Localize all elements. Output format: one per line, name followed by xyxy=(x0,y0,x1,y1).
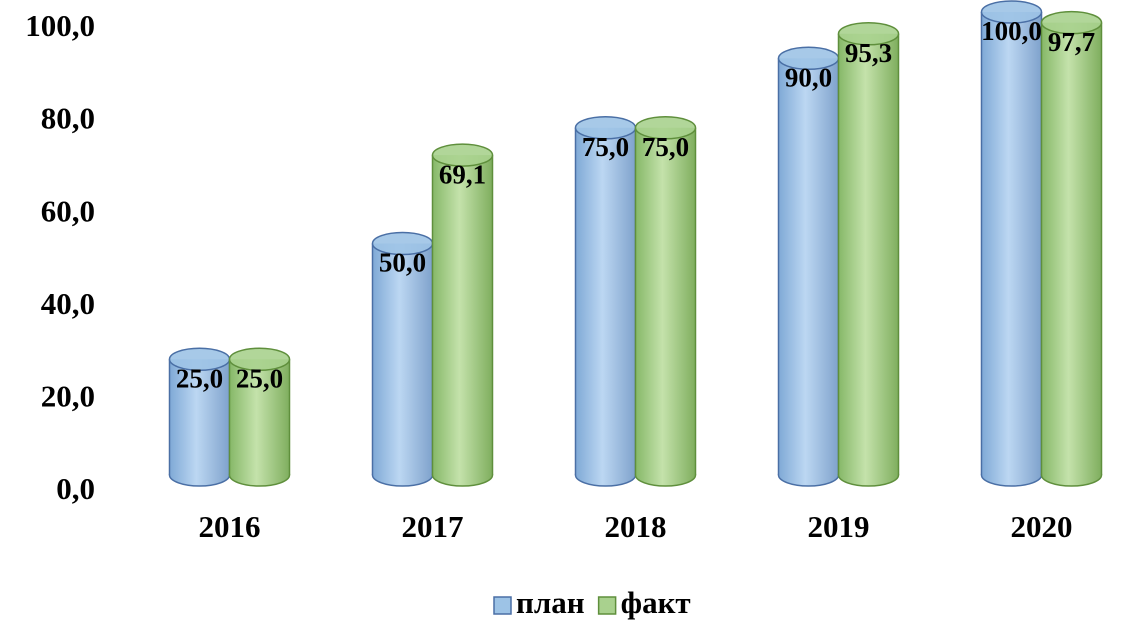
cylinder-bar xyxy=(980,0,1043,487)
cylinder-bar xyxy=(228,347,291,487)
data-label: 69,1 xyxy=(439,159,486,189)
cylinder-bar xyxy=(777,46,840,487)
cylinder-top xyxy=(1040,10,1103,35)
legend-label: план xyxy=(516,585,585,620)
x-tick-label: 2016 xyxy=(199,509,261,544)
legend-swatch xyxy=(493,596,512,615)
cylinder-bar xyxy=(634,116,697,487)
cylinder-bar xyxy=(837,22,900,487)
x-tick-label: 2020 xyxy=(1011,509,1073,544)
cylinder-bar xyxy=(431,143,494,487)
data-label: 75,0 xyxy=(582,132,629,162)
data-label: 95,3 xyxy=(845,38,892,68)
cylinder-top xyxy=(228,347,291,371)
cylinder-body xyxy=(838,33,899,476)
x-tick-label: 2017 xyxy=(402,509,464,544)
data-label: 50,0 xyxy=(379,248,426,278)
cylinder-top xyxy=(837,22,900,46)
cylinder-body xyxy=(1041,22,1102,476)
legend-swatch xyxy=(597,596,617,615)
cylinder-body xyxy=(778,58,839,476)
cylinder-top xyxy=(431,143,494,167)
data-label: 97,7 xyxy=(1048,27,1095,57)
cylinder-body xyxy=(981,12,1042,475)
x-tick-label: 2018 xyxy=(605,509,667,544)
y-tick-label: 40,0 xyxy=(41,286,95,321)
data-label: 75,0 xyxy=(642,132,689,162)
y-tick-label: 60,0 xyxy=(41,193,95,228)
cylinder-top xyxy=(980,0,1043,24)
y-tick-label: 100,0 xyxy=(25,8,95,43)
cylinder-bar xyxy=(574,116,637,487)
cylinder-top xyxy=(634,116,697,140)
cylinder-body xyxy=(169,359,230,475)
cylinder-body xyxy=(635,127,696,475)
data-label: 90,0 xyxy=(785,63,832,93)
x-tick-label: 2019 xyxy=(808,509,870,544)
y-tick-label: 0,0 xyxy=(56,471,95,506)
y-tick-label: 20,0 xyxy=(41,379,95,414)
cylinder-bar xyxy=(1040,10,1103,487)
cylinder-body xyxy=(229,359,290,475)
cylinder-bar xyxy=(371,231,434,487)
data-label: 100,0 xyxy=(981,16,1042,46)
legend-label: факт xyxy=(621,585,691,620)
cylinder-body xyxy=(372,243,433,475)
cylinder-body xyxy=(575,127,636,475)
data-label: 25,0 xyxy=(236,363,283,393)
cylinder-bar xyxy=(168,347,231,487)
data-label: 25,0 xyxy=(176,363,223,393)
cylinder-body xyxy=(432,155,493,475)
y-tick-label: 80,0 xyxy=(41,101,95,136)
